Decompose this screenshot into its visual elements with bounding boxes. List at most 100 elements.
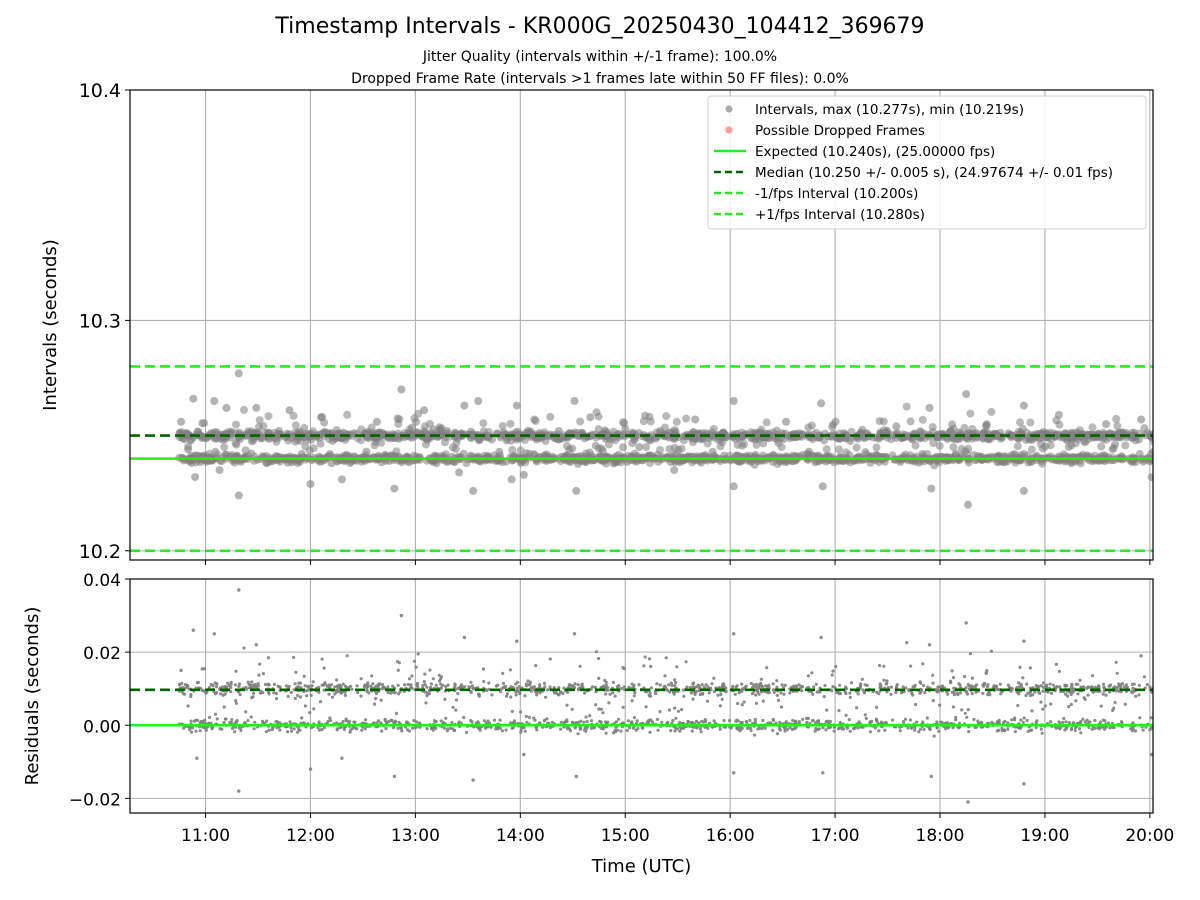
residual-point (901, 685, 905, 689)
residual-point (921, 720, 925, 724)
residual-point (327, 692, 331, 696)
residual-point (234, 699, 238, 703)
residual-point (462, 635, 467, 640)
residual-point (1054, 726, 1058, 730)
residual-point (400, 729, 404, 733)
interval-point (797, 432, 806, 441)
bottom-y-tick-label: 0.00 (83, 717, 121, 737)
interval-point (672, 417, 681, 426)
residual-point (308, 711, 312, 715)
residual-point (274, 720, 278, 724)
residual-point (1130, 729, 1134, 733)
residual-point (212, 632, 216, 636)
residual-point (697, 721, 701, 725)
residual-point (674, 680, 678, 685)
residual-point (769, 721, 773, 725)
residual-point (963, 711, 967, 715)
residual-point (221, 685, 225, 689)
interval-point (740, 439, 749, 448)
residual-point (837, 709, 841, 713)
interval-point (1067, 459, 1076, 468)
residual-point (1137, 683, 1141, 688)
residual-point (246, 719, 250, 723)
residual-point (669, 729, 673, 733)
residual-point (731, 684, 735, 689)
residual-point (754, 693, 758, 697)
residual-point (412, 719, 416, 723)
interval-point (592, 408, 601, 417)
residual-point (1013, 730, 1018, 734)
interval-point (285, 406, 294, 415)
residual-point (878, 663, 882, 668)
residual-point (293, 682, 297, 686)
interval-point (1038, 459, 1047, 468)
residual-point (1049, 691, 1054, 696)
residual-point (965, 692, 970, 696)
interval-point (183, 430, 192, 439)
residual-point (844, 713, 848, 717)
residual-point (771, 718, 776, 723)
residual-point (615, 685, 620, 689)
interval-point (189, 394, 198, 403)
interval-point (774, 439, 783, 447)
residual-point (593, 685, 598, 690)
residual-point (179, 668, 183, 673)
residual-point (1091, 690, 1095, 694)
residual-point (527, 715, 532, 720)
residual-point (673, 706, 677, 710)
residual-point (399, 726, 403, 730)
residual-point (821, 771, 825, 775)
residual-point (515, 639, 519, 643)
residual-point (218, 727, 222, 731)
residual-point (1034, 684, 1038, 688)
residual-point (608, 692, 612, 696)
residual-point (925, 716, 929, 720)
interval-point (1041, 442, 1050, 451)
residual-point (966, 800, 970, 804)
interval-point (872, 450, 881, 459)
residual-point (611, 691, 615, 695)
residual-point (797, 683, 801, 687)
residual-point (182, 726, 186, 730)
residual-point (464, 730, 469, 735)
residual-point (510, 709, 514, 714)
residual-point (1051, 683, 1055, 687)
residual-point (519, 728, 523, 732)
residual-point (328, 716, 332, 720)
residual-point (805, 716, 809, 721)
residual-point (355, 684, 359, 688)
residual-point (800, 689, 804, 693)
residual-point (343, 693, 347, 698)
residual-point (204, 691, 208, 695)
interval-point (507, 475, 516, 484)
residual-point (578, 727, 583, 731)
residual-point (968, 652, 973, 656)
bottom-panel-grid (130, 578, 1153, 813)
residual-point (391, 726, 395, 730)
residual-point (422, 680, 426, 684)
residual-point (617, 717, 621, 721)
interval-point (982, 420, 991, 429)
interval-point (234, 369, 243, 378)
residual-point (234, 701, 238, 705)
interval-point (420, 422, 429, 431)
residual-point (637, 683, 641, 687)
residual-point (986, 683, 990, 687)
legend-marker (725, 126, 733, 134)
residual-point (753, 720, 758, 724)
residual-point (256, 682, 260, 686)
residual-point (742, 700, 746, 704)
residual-point (1016, 703, 1020, 708)
residual-point (1093, 718, 1097, 723)
residual-point (374, 684, 379, 688)
interval-point (570, 397, 579, 405)
residual-point (831, 669, 835, 673)
residual-point (250, 696, 254, 700)
interval-point (762, 418, 771, 427)
residual-point (838, 692, 843, 696)
residual-point (318, 700, 323, 704)
residual-point (675, 665, 679, 669)
residual-point (393, 719, 398, 723)
residual-point (396, 726, 400, 731)
residual-point (1108, 726, 1112, 730)
